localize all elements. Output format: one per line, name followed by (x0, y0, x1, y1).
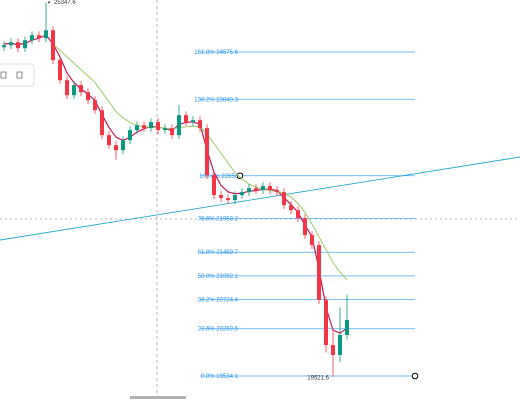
candle-body (30, 35, 34, 41)
fib-value: 21983.2 (216, 216, 238, 222)
fib-label: 38.2% 20724.4 (198, 297, 239, 303)
fib-ratio: 161.8% (194, 50, 215, 56)
high-marker (48, 1, 50, 4)
fib-value: 20269.5 (216, 326, 238, 332)
fib-ratio: 78.6% (198, 216, 216, 222)
candle-body (16, 42, 20, 49)
candle-body (296, 210, 300, 219)
candle-body (100, 110, 104, 136)
delete-icon[interactable] (16, 71, 23, 79)
candle-body (58, 60, 62, 81)
fib-label: 78.6% 21983.2 (198, 216, 239, 222)
candle-group (2, 2, 349, 377)
candle-body (128, 130, 132, 141)
candle-body (51, 30, 55, 61)
candle-body (149, 122, 153, 129)
candle-body (107, 135, 111, 146)
candle-body (212, 175, 216, 196)
candle-body (65, 80, 69, 96)
candle-body (44, 30, 48, 39)
fib-value: 20724.4 (216, 297, 238, 303)
annotation-group: 25347.6 19521.6 (48, 0, 330, 381)
fib-label: 161.8% 24575.6 (194, 50, 238, 56)
fib-value: 23840.3 (216, 97, 238, 103)
candle-body (23, 40, 27, 49)
fib-ratio: 23.6% (198, 326, 216, 332)
fib-handle (411, 372, 419, 380)
fib-value: 21092.1 (216, 273, 238, 279)
candle-body (198, 120, 202, 129)
candle-body (163, 128, 167, 131)
candle-body (289, 205, 293, 211)
candle-body (275, 190, 279, 193)
candle-body (9, 42, 13, 46)
candle-body (247, 188, 251, 193)
fib-value: 22650 (221, 173, 238, 179)
low-label: 19521.6 (307, 375, 329, 381)
candle-body (156, 122, 160, 131)
fib-label: 23.6% 20269.5 (198, 326, 239, 332)
candle-body (303, 218, 307, 236)
candle-body (254, 188, 258, 191)
fib-value: 21459.7 (216, 250, 238, 256)
fib-label: 100.0% 22650 (199, 173, 238, 179)
candle-body (324, 300, 328, 346)
moving-average (3, 34, 348, 334)
fib-label: 0.0% 19534.1 (201, 374, 239, 380)
fib-label: 50.0% 21092.1 (198, 273, 239, 279)
candle-body (184, 115, 188, 123)
trend-line (0, 156, 520, 241)
candle-body (233, 195, 237, 201)
candle-body (142, 125, 146, 129)
fib-label: 61.8% 21459.7 (198, 250, 239, 256)
candle-body (345, 320, 349, 336)
candle-body (282, 192, 286, 206)
fib-ratio: 61.8% (198, 250, 216, 256)
candle-body (170, 128, 174, 136)
fib-value: 19534.1 (216, 374, 238, 380)
fib-handle (236, 172, 244, 180)
fib-ratio: 0.0% (201, 374, 215, 380)
candle-body (72, 85, 76, 96)
candle-body (310, 235, 314, 246)
candle-body (191, 120, 195, 123)
candle-body (268, 186, 272, 191)
candle-body (240, 192, 244, 196)
candle-body (331, 345, 335, 355)
scrollbar[interactable] (130, 396, 186, 399)
fib-ratio: 38.2% (198, 297, 216, 303)
candle-body (86, 92, 90, 101)
candle-body (37, 35, 41, 39)
candle-body (219, 195, 223, 199)
candle-body (226, 198, 230, 201)
candle-body (121, 140, 125, 151)
candle-body (2, 45, 6, 48)
candle-body (177, 115, 181, 136)
fib-ratio: 138.2% (194, 97, 215, 103)
candle-body (261, 186, 265, 191)
fib-value: 24575.6 (216, 50, 238, 56)
candle-body (205, 128, 209, 176)
fib-group: 161.8% 24575.6 138.2% 23840.3 100.0% 22650… (194, 50, 419, 380)
high-label: 25347.6 (54, 0, 76, 6)
lock-icon[interactable] (0, 71, 7, 79)
fib-ratio: 100.0% (199, 173, 220, 179)
candle-body (135, 125, 139, 131)
candle-body (93, 100, 97, 111)
fib-ratio: 50.0% (198, 273, 216, 279)
candle-body (317, 245, 321, 301)
fib-label: 138.2% 23840.3 (194, 97, 238, 103)
toolbar (0, 63, 35, 87)
candle-body (79, 85, 83, 93)
candle-body (114, 145, 118, 151)
candle-body (338, 335, 342, 355)
